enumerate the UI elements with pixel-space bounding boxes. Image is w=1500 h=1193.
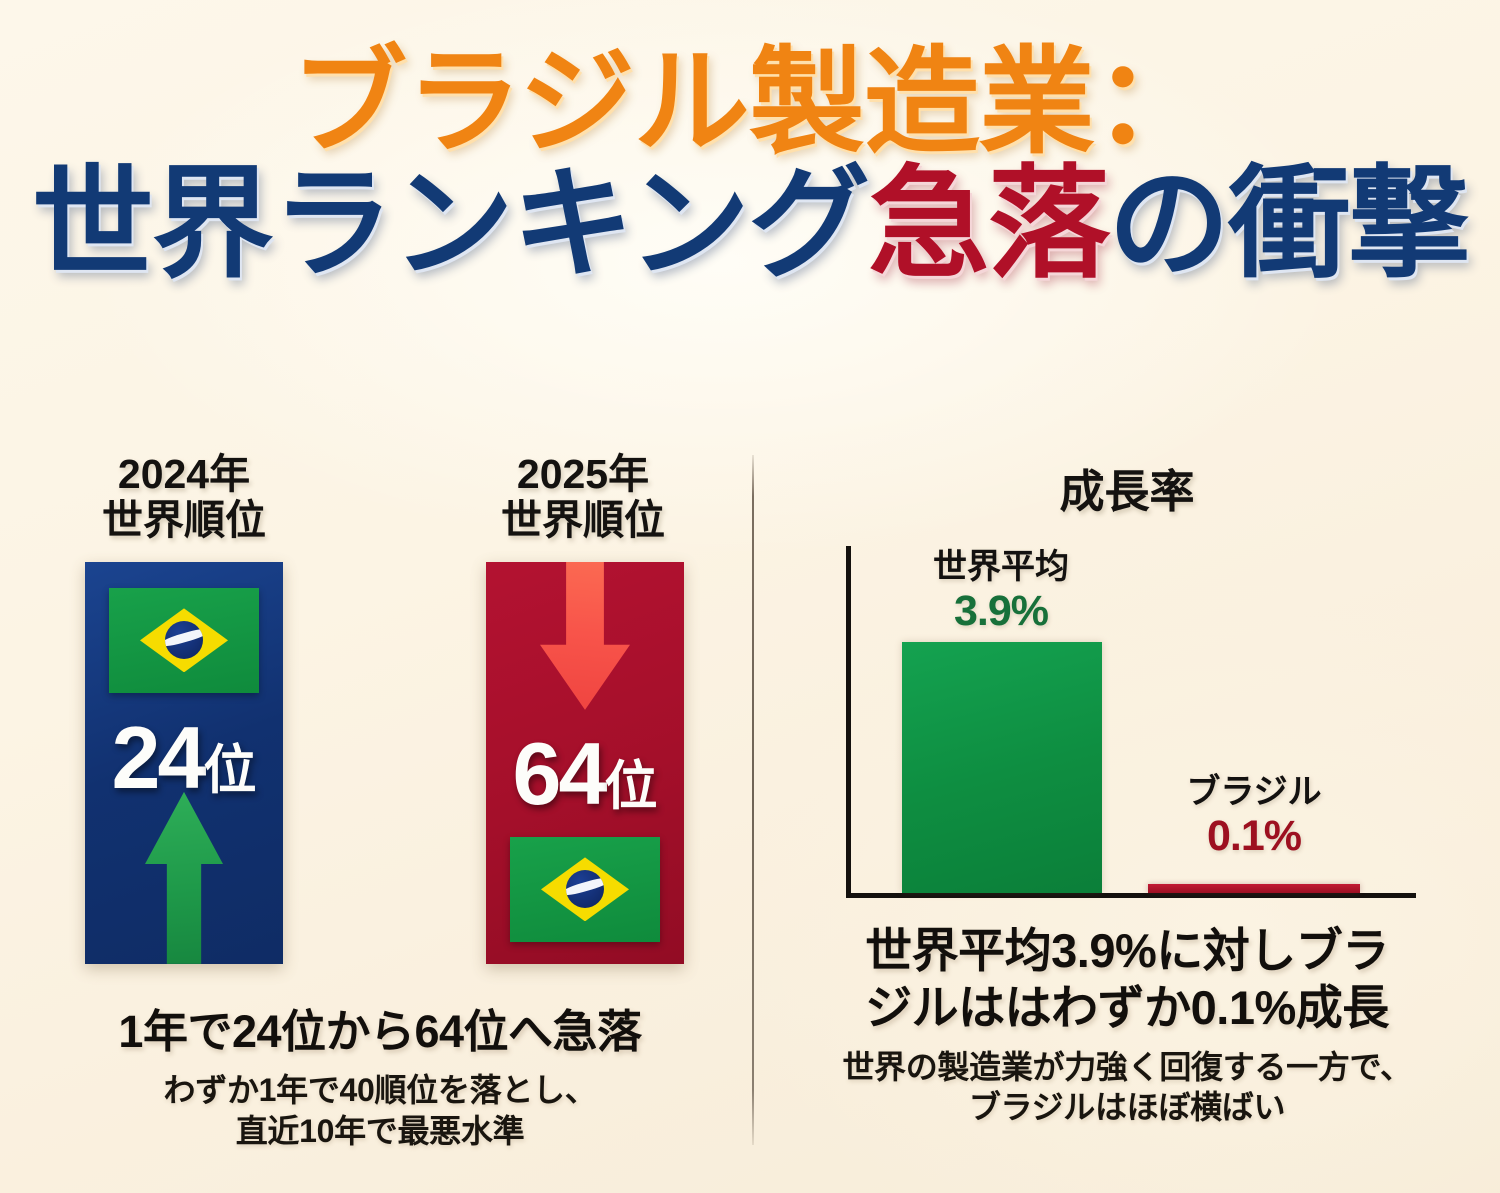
rank-panel-2025-header: 2025年 世界順位	[437, 451, 729, 544]
left-caption-sub-line-2: 直近10年で最悪水準	[235, 1112, 525, 1149]
brazil-flag-icon	[109, 587, 259, 693]
rank-panel-2024: 2024年 世界順位 24位	[38, 451, 330, 964]
right-caption-headline: 世界平均3.9%に対しブラ ジルははわずか0.1%成長	[782, 922, 1472, 1037]
bar-label-brazil-value: 0.1%	[1206, 812, 1302, 861]
rank-suffix-2024: 位	[203, 740, 257, 800]
left-caption-headline: 1年で24位から64位へ急落	[118, 1006, 642, 1057]
page-title: ブラジル製造業： 世界ランキング急落の衝撃	[0, 37, 1500, 288]
rank-panel-2024-subtitle: 世界順位	[102, 496, 266, 543]
rank-panel-2025-subtitle: 世界順位	[501, 496, 665, 543]
left-caption-sub: わずか1年で40順位を落とし、 直近10年で最悪水準	[30, 1070, 730, 1151]
title-navy-part-1: 世界ランキング	[31, 155, 870, 292]
title-line-1: ブラジル製造業：	[291, 37, 1210, 167]
chart-y-axis	[846, 546, 851, 894]
chart-x-axis	[846, 893, 1416, 898]
bar-label-world-name: 世界平均	[933, 548, 1069, 586]
bar-world-average	[902, 642, 1102, 893]
rank-panel-2025: 2025年 世界順位 64位	[437, 451, 729, 964]
right-caption: 世界平均3.9%に対しブラ ジルははわずか0.1%成長 世界の製造業が力強く回復…	[782, 922, 1472, 1128]
rank-panel-2025-year: 2025年	[516, 451, 650, 497]
brazil-flag-icon	[510, 836, 660, 942]
right-caption-sub-line-2: ブラジルはほぼ横ばい	[968, 1089, 1286, 1126]
rank-suffix-2025: 位	[604, 756, 658, 816]
right-caption-sub: 世界の製造業が力強く回復する一方で、 ブラジルはほぼ横ばい	[782, 1047, 1472, 1128]
flag-globe	[566, 870, 604, 909]
bar-label-world-average: 世界平均 3.9%	[876, 548, 1126, 636]
rank-value-2024: 24位	[85, 713, 283, 802]
bar-brazil	[1148, 884, 1360, 893]
rank-card-2024: 24位	[85, 561, 283, 964]
arrow-up-icon	[145, 791, 223, 964]
chart-title: 成長率	[1059, 466, 1195, 517]
bar-label-brazil-name: ブラジル	[1186, 773, 1322, 811]
title-red-part: 急落	[868, 155, 1110, 292]
right-caption-sub-line-1: 世界の製造業が力強く回復する一方で、	[842, 1048, 1412, 1085]
rank-panel-2024-year: 2024年	[117, 451, 251, 497]
rank-card-2025: 64位	[486, 561, 684, 964]
section-divider	[752, 455, 754, 1145]
rank-number-2024: 24	[111, 707, 207, 807]
title-navy-part-2: の衝撃	[1108, 155, 1470, 292]
flag-globe	[165, 621, 203, 660]
bar-label-world-value: 3.9%	[953, 587, 1049, 636]
growth-rate-bar-chart: 世界平均 3.9% ブラジル 0.1%	[846, 546, 1416, 898]
bar-label-brazil: ブラジル 0.1%	[1142, 773, 1366, 861]
rank-panel-2024-header: 2024年 世界順位	[38, 451, 330, 544]
flag-band	[566, 875, 604, 899]
right-caption-headline-line-1: 世界平均3.9%に対しブラ	[865, 924, 1389, 977]
arrow-down-icon	[540, 561, 630, 710]
rank-value-2025: 64位	[486, 729, 684, 818]
flag-band	[165, 626, 203, 650]
rank-number-2025: 64	[512, 723, 608, 823]
right-caption-headline-line-2: ジルははわずか0.1%成長	[865, 981, 1389, 1035]
left-caption-sub-line-1: わずか1年で40順位を落とし、	[163, 1071, 597, 1108]
title-line-2: 世界ランキング急落の衝撃	[0, 160, 1500, 288]
left-caption: 1年で24位から64位へ急落 わずか1年で40順位を落とし、 直近10年で最悪水…	[30, 1005, 730, 1151]
